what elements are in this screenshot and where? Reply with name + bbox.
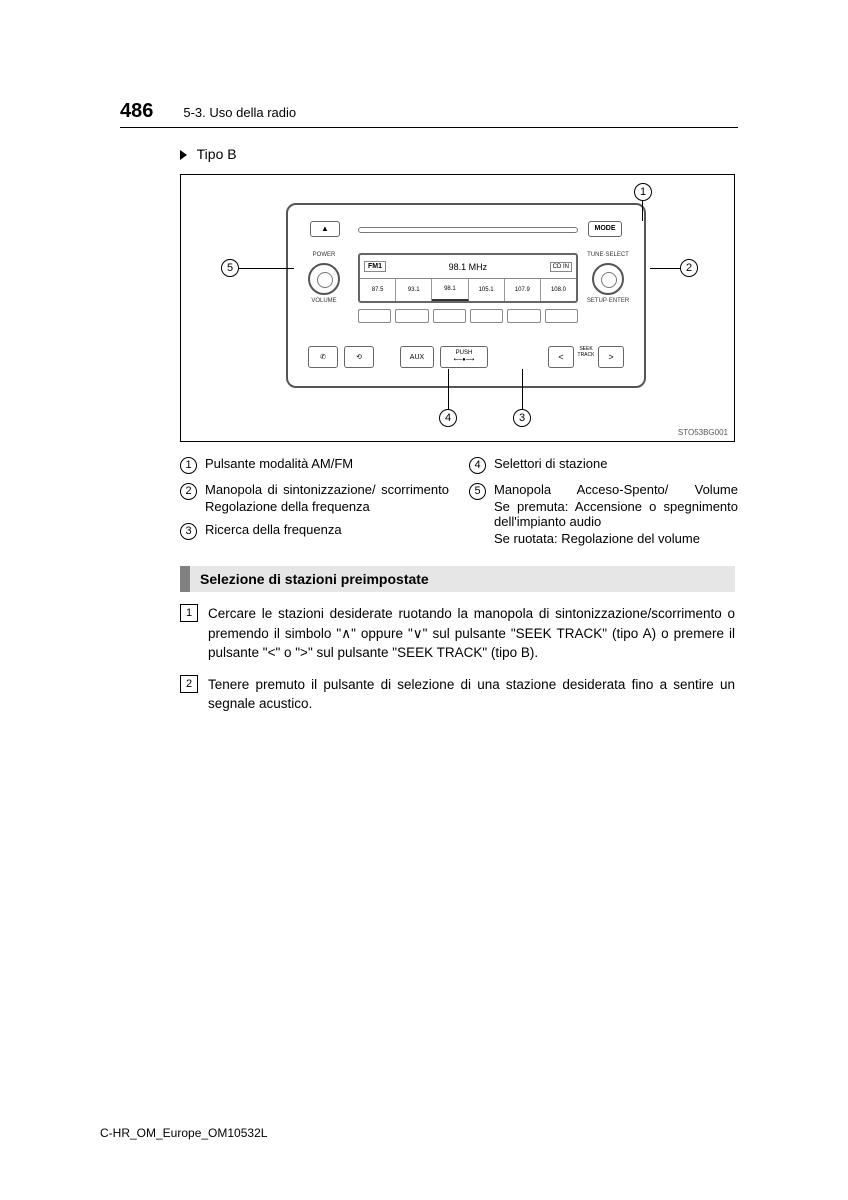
lower-button-row: ✆ ⟲ AUX PUSH ⟵●⟶ < SEEK TRACK > bbox=[308, 345, 624, 369]
step-text: Tenere premuto il pulsante di selezione … bbox=[208, 675, 735, 714]
hangup-button: ⟲ bbox=[344, 346, 374, 368]
tune-label: TUNE·SELECT bbox=[584, 252, 632, 258]
legend-text: Ricerca della frequenza bbox=[205, 522, 449, 537]
frequency-display: 98.1 MHz bbox=[386, 262, 550, 272]
setup-label: SETUP·ENTER bbox=[584, 298, 632, 304]
leader-line bbox=[522, 369, 523, 409]
tune-select-knob bbox=[592, 263, 624, 295]
legend-num: 5 bbox=[469, 483, 486, 500]
seek-next: > bbox=[598, 346, 624, 368]
cd-slot bbox=[358, 227, 578, 233]
preset-button-row bbox=[358, 309, 578, 323]
cdin-indicator: CD IN bbox=[550, 262, 572, 272]
preset-3: 98.1 bbox=[432, 279, 468, 301]
callout-3: 3 bbox=[513, 409, 531, 427]
legend-item-4: 4 Selettori di stazione bbox=[469, 456, 738, 474]
power-label: POWER bbox=[310, 252, 338, 258]
triangle-bullet-icon bbox=[180, 150, 187, 160]
preset-6: 108.0 bbox=[541, 279, 576, 301]
usb-icon: ⟵●⟶ bbox=[454, 357, 475, 364]
preset-btn bbox=[358, 309, 391, 323]
aux-button: AUX bbox=[400, 346, 434, 368]
legend-item-1: 1 Pulsante modalità AM/FM bbox=[180, 456, 449, 474]
legend-item-5: 5 Manopola Acceso-Spento/ Volume Se prem… bbox=[469, 482, 738, 546]
image-code: STO53BG001 bbox=[678, 428, 728, 437]
step-1: 1 Cercare le stazioni desiderate ruotand… bbox=[180, 604, 735, 663]
legend-num: 1 bbox=[180, 457, 197, 474]
legend-col-right: 4 Selettori di stazione 5 Manopola Acces… bbox=[469, 456, 738, 554]
legend: 1 Pulsante modalità AM/FM 2 Manopola di … bbox=[180, 456, 738, 554]
band-indicator: FM1 bbox=[364, 261, 386, 272]
preset-4: 105.1 bbox=[469, 279, 505, 301]
usb-button: PUSH ⟵●⟶ bbox=[440, 346, 488, 368]
steps-list: 1 Cercare le stazioni desiderate ruotand… bbox=[180, 604, 735, 714]
push-label: PUSH bbox=[456, 350, 473, 357]
section-label: 5-3. Uso della radio bbox=[183, 105, 296, 120]
step-num: 1 bbox=[180, 604, 198, 622]
step-num: 2 bbox=[180, 675, 198, 693]
preset-1: 87.5 bbox=[360, 279, 396, 301]
callout-5: 5 bbox=[221, 259, 239, 277]
radio-diagram: ▲ MODE POWER VOLUME TUNE·SELECT SETUP·EN… bbox=[180, 174, 735, 442]
preset-btn bbox=[395, 309, 428, 323]
page-number: 486 bbox=[120, 100, 153, 123]
preset-btn bbox=[545, 309, 578, 323]
eject-button: ▲ bbox=[310, 221, 340, 237]
seek-label: SEEK TRACK bbox=[574, 346, 598, 368]
leader-line bbox=[239, 268, 294, 269]
legend-col-left: 1 Pulsante modalità AM/FM 2 Manopola di … bbox=[180, 456, 449, 554]
leader-line bbox=[650, 268, 680, 269]
legend-text: Manopola di sintonizzazione/ scorrimento bbox=[205, 482, 449, 497]
legend-num: 3 bbox=[180, 523, 197, 540]
display-top-row: FM1 98.1 MHz CD IN bbox=[360, 255, 576, 279]
preset-btn bbox=[470, 309, 503, 323]
legend-subtext: Se ruotata: Regolazione del volume bbox=[494, 531, 738, 546]
leader-line bbox=[642, 201, 643, 221]
mode-button: MODE bbox=[588, 221, 622, 237]
legend-item-3: 3 Ricerca della frequenza bbox=[180, 522, 449, 540]
step-2: 2 Tenere premuto il pulsante di selezion… bbox=[180, 675, 735, 714]
legend-subtext: Regolazione della frequenza bbox=[205, 499, 449, 514]
section-heading: Selezione di stazioni preimpostate bbox=[180, 566, 735, 592]
leader-line bbox=[448, 369, 449, 409]
footer-code: C-HR_OM_Europe_OM10532L bbox=[100, 1126, 267, 1140]
seek-track-group: < SEEK TRACK > bbox=[548, 346, 624, 368]
step-text: Cercare le stazioni desiderate ruotando … bbox=[208, 604, 735, 663]
legend-num: 2 bbox=[180, 483, 197, 500]
page-header: 486 5-3. Uso della radio bbox=[120, 100, 738, 128]
callout-4: 4 bbox=[439, 409, 457, 427]
seek-prev: < bbox=[548, 346, 574, 368]
radio-display: FM1 98.1 MHz CD IN 87.5 93.1 98.1 105.1 … bbox=[358, 253, 578, 303]
radio-unit: ▲ MODE POWER VOLUME TUNE·SELECT SETUP·EN… bbox=[286, 203, 646, 388]
legend-text: Pulsante modalità AM/FM bbox=[205, 456, 449, 471]
preset-btn bbox=[433, 309, 466, 323]
volume-label: VOLUME bbox=[308, 298, 340, 304]
phone-button: ✆ bbox=[308, 346, 338, 368]
preset-display-row: 87.5 93.1 98.1 105.1 107.9 108.0 bbox=[360, 279, 576, 301]
callout-2: 2 bbox=[680, 259, 698, 277]
legend-num: 4 bbox=[469, 457, 486, 474]
subtitle-text: Tipo B bbox=[197, 146, 237, 162]
preset-btn bbox=[507, 309, 540, 323]
legend-text: Manopola Acceso-Spento/ Volume bbox=[494, 482, 738, 497]
callout-1: 1 bbox=[634, 183, 652, 201]
power-volume-knob bbox=[308, 263, 340, 295]
preset-5: 107.9 bbox=[505, 279, 541, 301]
legend-text: Selettori di stazione bbox=[494, 456, 738, 471]
subtitle: Tipo B bbox=[180, 146, 738, 162]
legend-subtext: Se premuta: Accensione o spegnimento del… bbox=[494, 499, 738, 529]
preset-2: 93.1 bbox=[396, 279, 432, 301]
legend-item-2: 2 Manopola di sintonizzazione/ scorrimen… bbox=[180, 482, 449, 514]
